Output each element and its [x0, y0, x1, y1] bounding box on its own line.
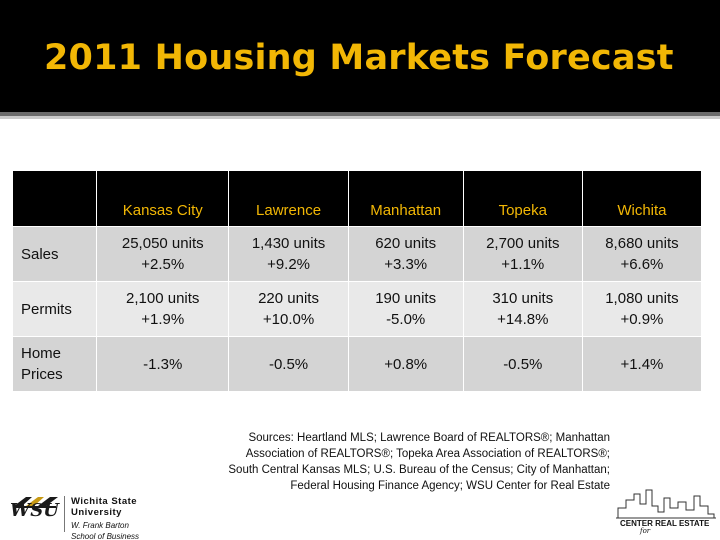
row-label-text: Sales: [21, 245, 59, 263]
cell-change: +1.1%: [501, 256, 545, 273]
cell-change: +10.0%: [262, 311, 315, 328]
cell-change: +14.8%: [497, 311, 549, 328]
row-label-text: Home: [21, 345, 62, 362]
cell-change: +6.6%: [620, 256, 664, 273]
slide-header: 2011 Housing Markets Forecast: [0, 0, 720, 112]
cell-change: +0.9%: [620, 311, 664, 328]
cell-permits-manhattan: 190 units -5.0%: [347, 281, 464, 337]
cell-units: 25,050 units: [121, 235, 204, 252]
cell-change: +3.3%: [384, 256, 428, 273]
cell-permits-kansas-city: 2,100 units +1.9%: [95, 281, 230, 337]
column-header-topeka: Topeka: [462, 170, 583, 227]
cell-units: 8,680 units: [605, 235, 679, 252]
center-logo-text: CENTER REAL ESTATE: [620, 519, 710, 528]
sources-line: Sources: Heartland MLS; Lawrence Board o…: [248, 432, 610, 444]
table-header-row: Kansas City Lawrence Manhattan Topeka Wi…: [12, 170, 703, 227]
wsu-sub-line1: W. Frank Barton: [71, 521, 129, 530]
cell-change: +1.4%: [620, 355, 664, 373]
cell-prices-manhattan: +0.8%: [347, 336, 464, 392]
cell-prices-lawrence: -0.5%: [228, 336, 349, 392]
cell-units: 1,080 units: [605, 290, 679, 307]
row-label-sales: Sales: [12, 226, 97, 282]
cell-change: +0.8%: [384, 355, 428, 373]
sources-line: Federal Housing Finance Agency; WSU Cent…: [290, 480, 610, 492]
cell-sales-manhattan: 620 units +3.3%: [347, 226, 464, 282]
cell-units: 310 units: [492, 290, 554, 307]
column-header-wichita: Wichita: [581, 170, 703, 227]
sources-line: Association of REALTORS®; Topeka Area As…: [245, 448, 610, 460]
cell-change: -5.0%: [386, 311, 426, 328]
table-corner-cell: [12, 170, 97, 227]
row-label-text: Permits: [21, 300, 72, 318]
sources-note: Sources: Heartland MLS; Lawrence Board o…: [140, 430, 610, 494]
wsu-logo: WSU Wichita State University W. Frank Ba…: [10, 492, 180, 540]
cell-units: 2,100 units: [126, 290, 200, 307]
row-label-permits: Permits: [12, 281, 97, 337]
cell-prices-topeka: -0.5%: [462, 336, 583, 392]
row-label-home-prices: Home Prices: [12, 336, 97, 392]
cell-change: -1.3%: [143, 355, 183, 373]
cell-sales-lawrence: 1,430 units +9.2%: [228, 226, 349, 282]
cell-change: +9.2%: [267, 256, 311, 273]
sources-line: South Central Kansas MLS; U.S. Bureau of…: [228, 464, 610, 476]
cell-prices-kansas-city: -1.3%: [95, 336, 230, 392]
wsu-sub-line2: School of Business: [71, 532, 140, 540]
center-for-real-estate-logo: CENTER REAL ESTATE for: [616, 486, 716, 538]
table-row-sales: Sales 25,050 units +2.5% 1,430 units +9.2%…: [12, 226, 703, 282]
header-rule: [0, 112, 720, 116]
cell-sales-kansas-city: 25,050 units +2.5%: [95, 226, 230, 282]
slide-title: 2011 Housing Markets Forecast: [44, 38, 674, 78]
row-label-text: Prices: [21, 366, 63, 383]
cell-permits-topeka: 310 units +14.8%: [462, 281, 583, 337]
cell-units: 1,430 units: [251, 235, 326, 252]
skyline-icon: [616, 489, 716, 519]
forecast-table: Kansas City Lawrence Manhattan Topeka Wi…: [12, 170, 703, 392]
cell-change: +1.9%: [141, 311, 185, 328]
wsu-mark: WSU: [10, 500, 59, 521]
table-row-home-prices: Home Prices -1.3% -0.5% +0.8% -0.5% +1.4%: [12, 336, 703, 392]
cell-permits-lawrence: 220 units +10.0%: [228, 281, 349, 337]
cell-sales-topeka: 2,700 units +1.1%: [462, 226, 583, 282]
cell-permits-wichita: 1,080 units +0.9%: [581, 281, 703, 337]
wsu-name-line1: Wichita State: [71, 496, 138, 507]
cell-sales-wichita: 8,680 units +6.6%: [581, 226, 703, 282]
center-logo-for: for: [640, 527, 651, 535]
shocker-wheat-icon: [14, 497, 58, 508]
table-row-permits: Permits 2,100 units +1.9% 220 units +10.0%…: [12, 281, 703, 337]
cell-units: 220 units: [258, 290, 319, 307]
header-rule-light: [0, 116, 720, 119]
cell-change: -0.5%: [268, 355, 309, 373]
cell-change: +2.5%: [141, 256, 185, 273]
column-header-lawrence: Lawrence: [228, 170, 349, 227]
cell-units: 2,700 units: [486, 235, 560, 252]
cell-change: -0.5%: [503, 355, 543, 373]
cell-units: 620 units: [375, 235, 437, 252]
cell-units: 190 units: [375, 290, 437, 307]
wsu-logo-text: Wichita State University W. Frank Barton…: [71, 496, 139, 540]
wsu-name-line2: University: [71, 507, 122, 518]
cell-prices-wichita: +1.4%: [581, 336, 703, 392]
column-header-kansas-city: Kansas City: [95, 170, 230, 227]
wsu-divider: [64, 496, 65, 532]
column-header-manhattan: Manhattan: [347, 170, 464, 227]
